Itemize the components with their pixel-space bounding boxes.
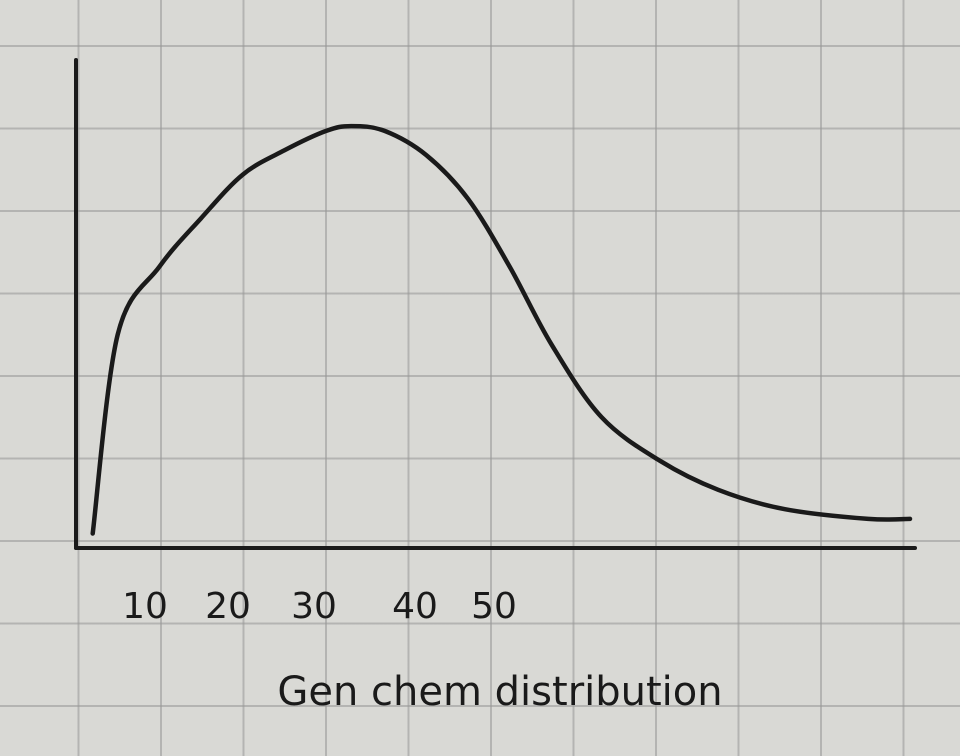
x-axis-label: Gen chem distribution [277, 669, 722, 715]
x-tick-label: 30 [291, 586, 337, 627]
x-tick-label: 50 [471, 586, 517, 627]
x-tick-label: 40 [392, 586, 438, 627]
x-tick-label: 10 [122, 586, 168, 627]
x-tick-label: 20 [205, 586, 251, 627]
distribution-curve [90, 123, 913, 536]
